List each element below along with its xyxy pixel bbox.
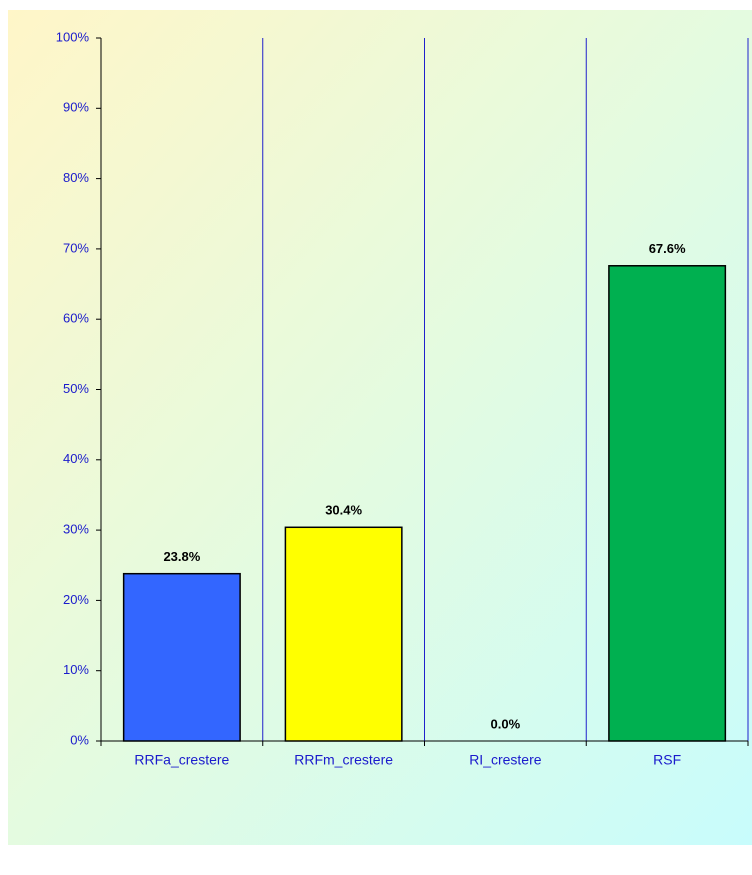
y-tick-label: 20% <box>63 592 89 607</box>
y-tick-label: 90% <box>63 100 89 115</box>
y-tick-label: 60% <box>63 311 89 326</box>
x-tick-label: RSF <box>653 752 681 768</box>
y-tick-label: 100% <box>56 29 90 44</box>
y-tick-label: 80% <box>63 170 89 185</box>
y-tick-label: 40% <box>63 451 89 466</box>
value-label: 30.4% <box>325 503 362 518</box>
x-tick-label: RRFa_crestere <box>134 752 229 768</box>
value-label: 23.8% <box>163 549 200 564</box>
y-tick-label: 30% <box>63 522 89 537</box>
x-tick-label: RRFm_crestere <box>294 752 393 768</box>
y-tick-label: 50% <box>63 381 89 396</box>
x-tick-label: RI_crestere <box>469 752 542 768</box>
value-label: 67.6% <box>649 241 686 256</box>
value-label: 0.0% <box>491 716 521 731</box>
bar <box>122 572 241 742</box>
bar <box>284 526 403 742</box>
y-tick-label: 0% <box>70 732 89 747</box>
y-tick-label: 10% <box>63 662 89 677</box>
bar <box>608 265 727 742</box>
y-tick-label: 70% <box>63 240 89 255</box>
